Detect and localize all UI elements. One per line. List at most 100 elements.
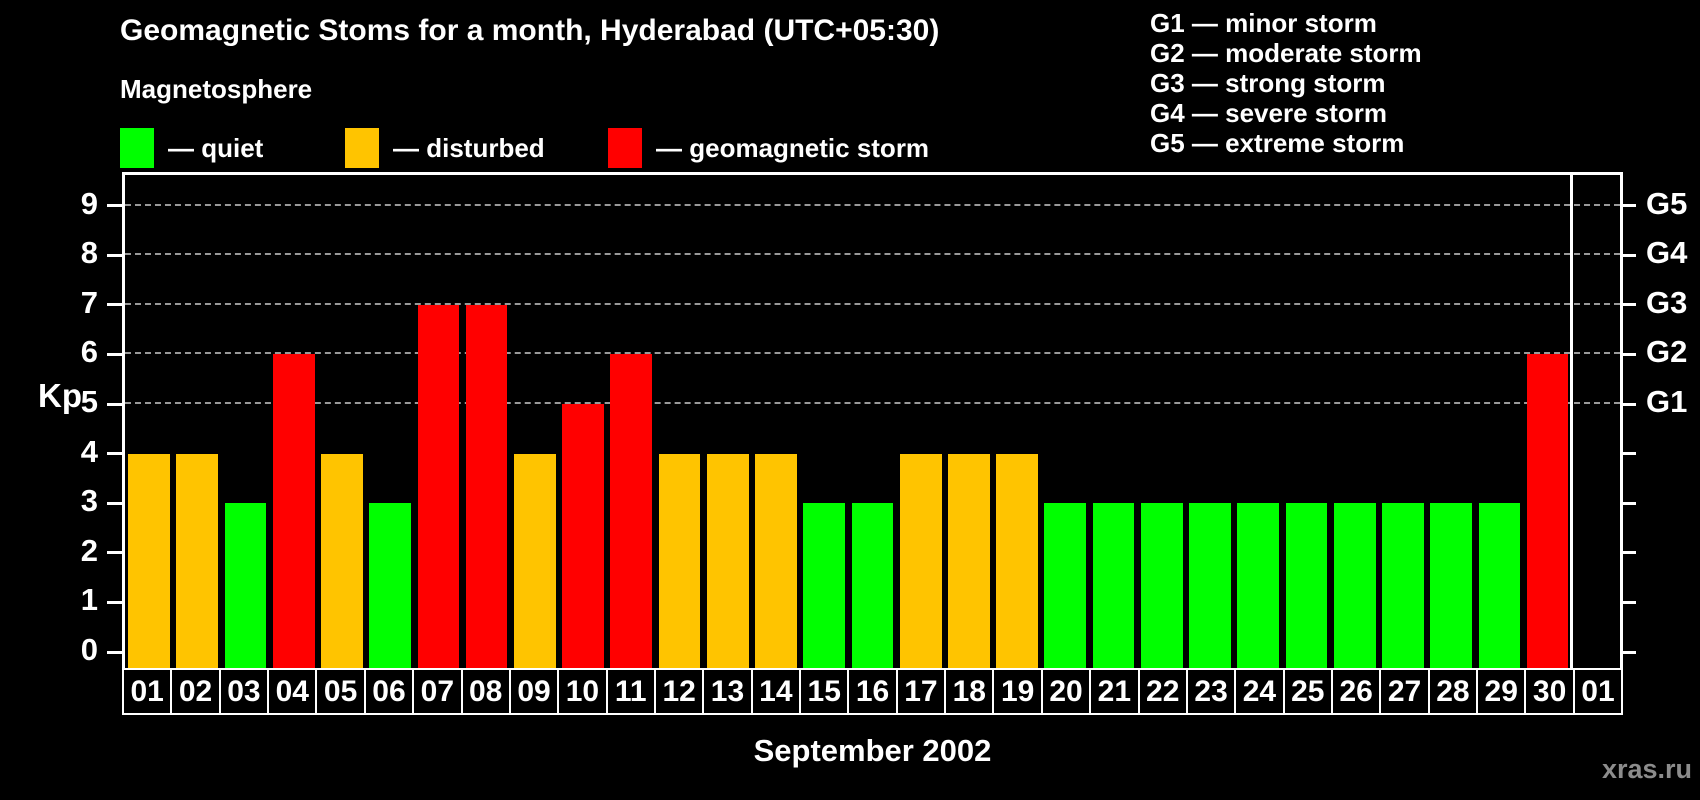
bar-day-22 [1140,503,1183,668]
bar-day-26 [1333,503,1376,668]
bar-day-21 [1092,503,1135,668]
bar-day-14 [755,453,797,668]
bar-day-05 [321,453,363,668]
disturbed-color-swatch-icon [345,128,379,168]
y-axis-tick-left-2 [107,551,122,555]
g-scale-legend-line-5: G5 — extreme storm [1150,128,1405,158]
y-axis-label-8: 8 [80,235,98,271]
bar-day-10 [562,404,604,668]
storm-color-swatch-icon [608,128,642,168]
bar-day-20 [1044,503,1087,668]
y-axis-label-0: 0 [80,632,98,667]
g-scale-legend-line-1: G1 — minor storm [1150,8,1377,38]
day-cell-14: 14 [750,668,802,715]
y-axis-tick-right-0 [1621,650,1636,654]
legend-item-storm: — geomagnetic storm [608,128,929,168]
y-axis-label-6: 6 [80,334,98,370]
bar-day-09 [514,453,556,668]
bar-day-12 [658,453,701,668]
legend-item-label: — quiet [168,132,264,163]
bar-day-24 [1237,503,1280,668]
y-axis-tick-left-5 [107,402,122,406]
y-axis-tick-right-2 [1621,551,1636,555]
bar-day-04 [272,354,315,668]
day-cell-22: 22 [1137,668,1188,715]
y-axis-title: Kp [38,377,82,414]
g-scale-axis-label-G1: G1 [1646,384,1688,419]
bar-day-07 [417,304,460,668]
y-axis-label-7: 7 [80,284,98,320]
y-axis-tick-right-1 [1621,600,1636,604]
bar-day-23 [1189,503,1231,668]
y-axis-tick-right-7 [1621,303,1636,307]
y-axis-tick-right-8 [1621,253,1636,257]
g-scale-legend-line-3: G3 — strong storm [1150,68,1386,98]
g-scale-axis-label-G4: G4 [1646,235,1688,271]
bar-day-29 [1478,503,1521,668]
g-scale-axis-label-G5: G5 [1646,185,1688,221]
day-cell-21: 21 [1089,668,1140,715]
g-scale-axis-label-G2: G2 [1646,334,1688,370]
bar-day-28 [1430,503,1472,668]
day-cell-12: 12 [653,668,705,715]
bar-day-02 [176,453,219,668]
bar-day-13 [706,453,749,668]
day-cell-19: 19 [992,668,1043,715]
month-boundary-line [1570,175,1574,668]
plot-area [122,172,1623,668]
day-cell-08: 08 [460,668,511,715]
y-axis-label-1: 1 [80,582,98,618]
y-axis-tick-left-9 [107,204,122,208]
gridline-kp6 [125,352,1620,355]
g-scale-legend-line-2: G2 — moderate storm [1150,38,1422,68]
day-cell-30: 30 [1524,668,1575,715]
day-cell-01: 01 [122,668,173,715]
y-axis-tick-right-4 [1621,452,1636,456]
legend-item-disturbed: — disturbed [345,128,545,168]
day-cell-28: 28 [1427,668,1479,715]
day-cell-15: 15 [799,668,850,715]
bar-day-19 [996,453,1038,668]
day-cell-27: 27 [1379,668,1430,715]
g-scale-axis-label-G3: G3 [1646,284,1688,320]
y-axis-tick-left-7 [107,303,122,307]
day-cell-11: 11 [605,668,656,715]
quiet-color-swatch-icon [120,128,154,168]
gridline-kp9 [125,203,1620,206]
day-cell-18: 18 [944,668,995,715]
bar-day-27 [1382,503,1424,668]
legend-item-label: — disturbed [393,132,545,163]
y-axis-tick-right-9 [1621,204,1636,208]
bar-day-15 [803,503,846,668]
y-axis-label-5: 5 [80,384,98,419]
legend-heading: Magnetosphere [120,74,313,104]
day-cell-23: 23 [1185,668,1237,715]
bar-day-03 [224,503,267,668]
day-cell-20: 20 [1040,668,1092,715]
y-axis-label-9: 9 [80,185,98,221]
day-cell-05: 05 [315,668,366,715]
day-cell-24: 24 [1234,668,1285,715]
day-cell-03: 03 [218,668,270,715]
y-axis-label-4: 4 [80,433,98,469]
bar-day-18 [948,453,990,668]
chart-title: Geomagnetic Stoms for a month, Hyderabad… [120,14,940,47]
y-axis-label-3: 3 [80,483,98,519]
bar-day-06 [369,503,412,668]
day-cell-17: 17 [895,668,947,715]
day-cell-next-01: 01 [1572,668,1624,715]
bar-day-30 [1526,354,1569,668]
g-scale-legend: G1 — minor storm G2 — moderate storm G3 — … [1150,8,1422,158]
y-axis-tick-right-3 [1621,501,1636,505]
day-cell-13: 13 [702,668,753,715]
x-axis-title: September 2002 [753,733,992,768]
y-axis-tick-right-6 [1621,352,1636,356]
watermark: xras.ru [1601,754,1692,784]
y-axis-tick-left-8 [107,253,122,257]
gridline-kp7 [125,302,1620,305]
y-axis-tick-left-1 [107,600,122,604]
day-cell-26: 26 [1330,668,1382,715]
legend-item-label: — geomagnetic storm [656,132,930,163]
bar-day-01 [128,453,170,668]
